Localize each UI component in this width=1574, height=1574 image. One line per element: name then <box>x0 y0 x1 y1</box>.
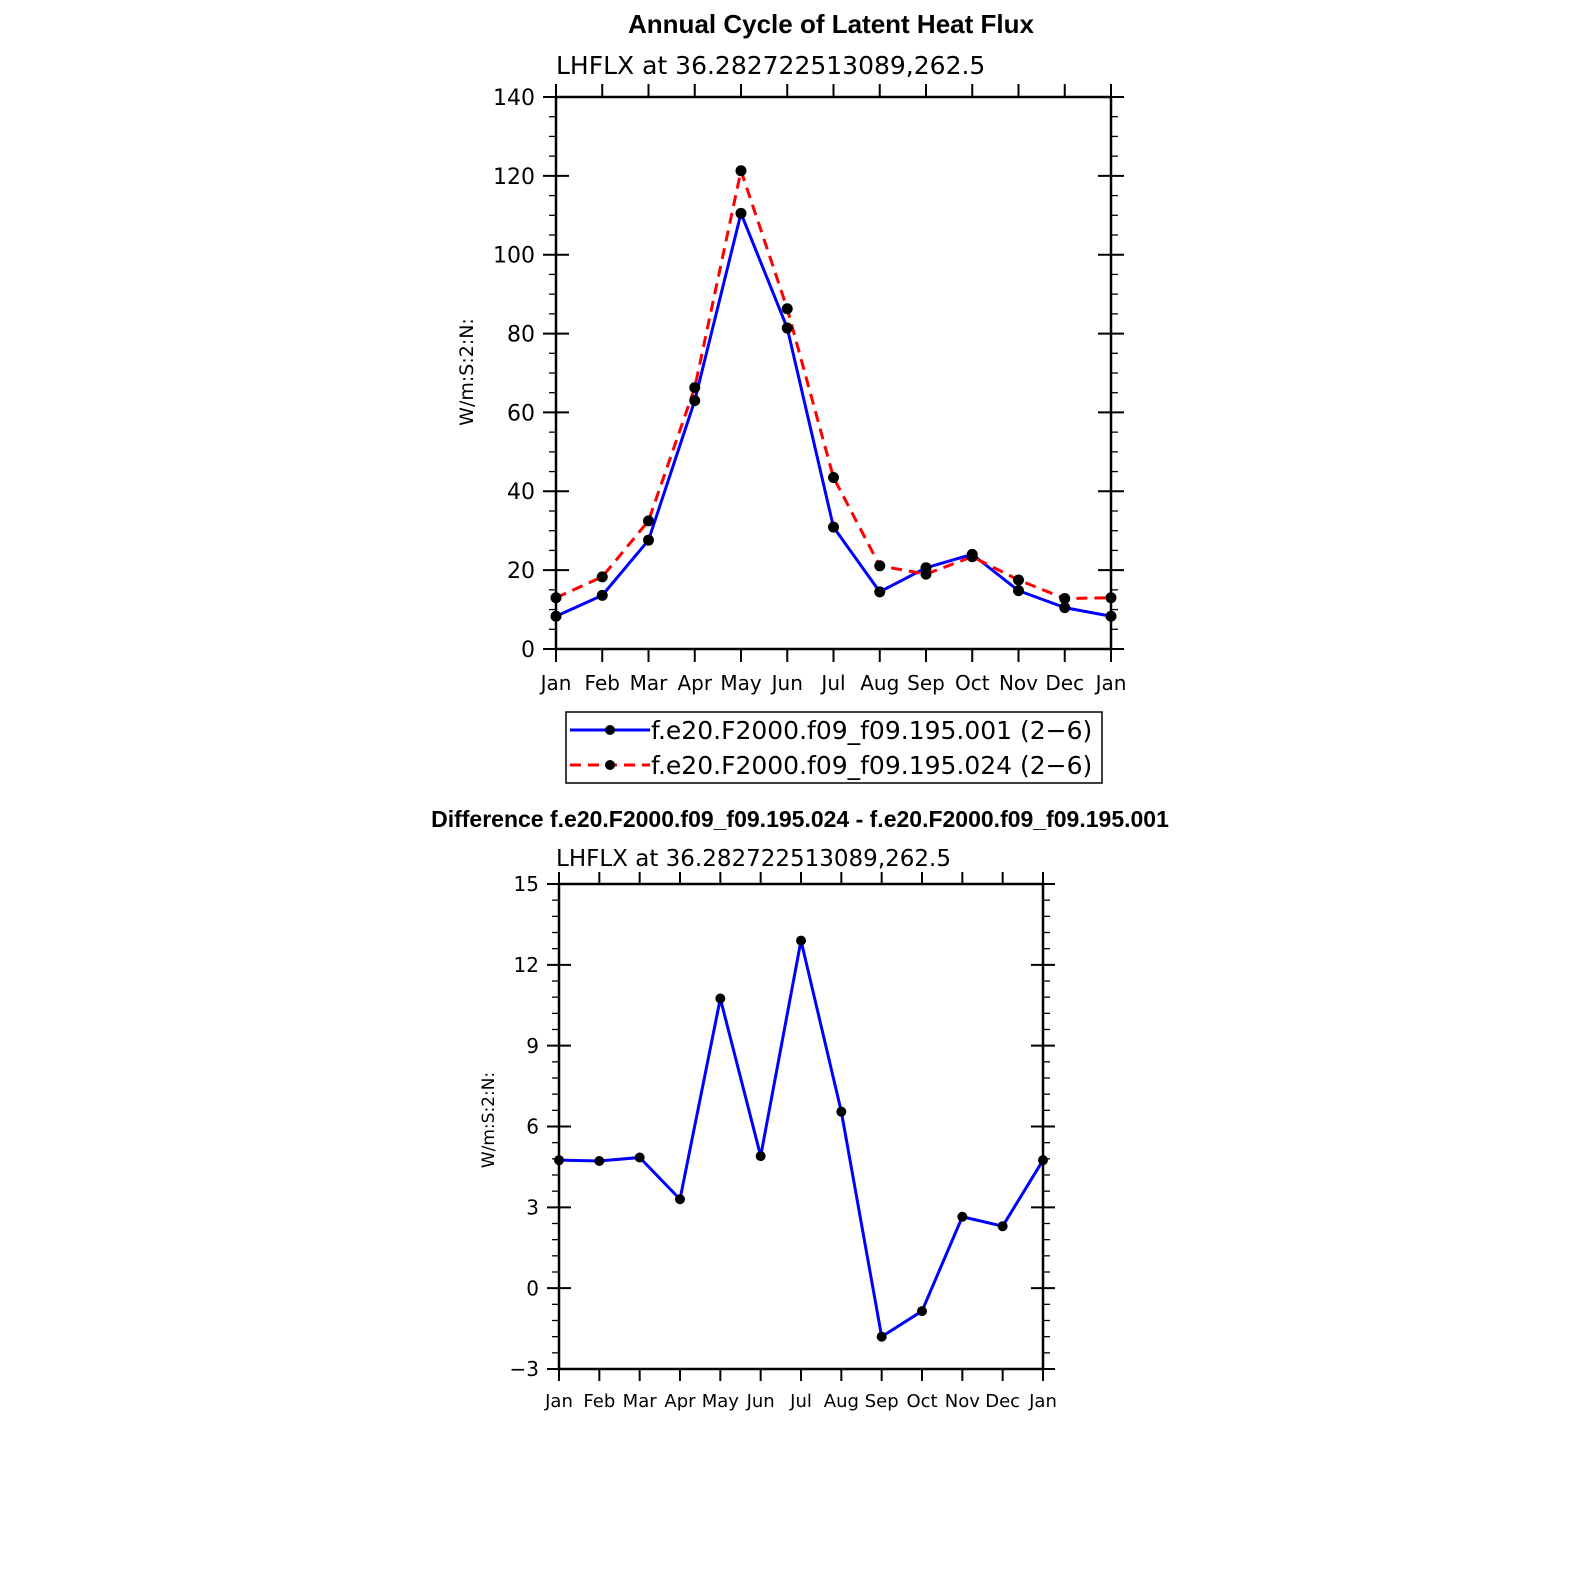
chart2-ytick-label: 6 <box>526 1115 539 1139</box>
chart2-ytick-label: 12 <box>514 953 539 977</box>
chart2-ytick-label: 0 <box>526 1276 539 1300</box>
chart1-point-s2-8 <box>920 568 932 580</box>
chart1-series-line-2 <box>555 169 1112 601</box>
chart2-point-s1-0 <box>554 1155 564 1166</box>
legend-box <box>565 711 1103 784</box>
chart1-xtick-label: Dec <box>1045 671 1084 695</box>
chart1-ytick-label: 40 <box>507 480 535 505</box>
chart1-plot: 0 20 40 60 80 100 120 140 Jan Feb Mar Apr May Jun Jul A… <box>493 84 1126 695</box>
chart1-point-s1-10 <box>1013 585 1024 597</box>
chart1-ytick-label: 140 <box>493 86 535 111</box>
chart1-point-s1-2 <box>643 534 654 546</box>
chart1-point-s2-7 <box>874 560 886 572</box>
chart1-point-s2-6 <box>828 471 839 483</box>
chart2-xtick-label: Oct <box>906 1391 937 1412</box>
chart1-point-s1-1 <box>596 589 608 601</box>
chart1-point-s1-4 <box>735 207 747 219</box>
chart2-xtick-label: Dec <box>985 1391 1020 1412</box>
chart2-xtick-label: Jan <box>1028 1391 1057 1412</box>
chart1-ytick-label: 0 <box>521 638 535 663</box>
chart2-ytick-label: 15 <box>514 872 539 896</box>
chart1-point-s2-2 <box>643 515 654 527</box>
chart2-plot: −3 0 3 6 9 12 15 Jan Feb Mar Apr May Jun Jul Aug Sep Oct… <box>510 872 1057 1412</box>
chart2-point-s1-2 <box>634 1152 645 1163</box>
chart1-title: Annual Cycle of Latent Heat Flux <box>628 9 1034 39</box>
chart1-point-s2-5 <box>781 303 793 315</box>
chart2-xtick-label: Jun <box>746 1391 775 1412</box>
chart2-point-s1-5 <box>755 1151 766 1162</box>
chart1-xtick-label: Nov <box>999 671 1038 695</box>
chart1-xtick-label: Feb <box>585 671 620 695</box>
chart2-point-s1-11 <box>997 1221 1008 1232</box>
chart2-point-s1-10 <box>957 1211 968 1222</box>
chart1-ytick-label: 60 <box>507 401 535 426</box>
legend-marker-series2 <box>605 760 615 770</box>
chart2-xtick-label: Aug <box>824 1391 859 1412</box>
chart2-ytick-label: 3 <box>526 1196 539 1220</box>
chart1-xtick-label: Jan <box>1094 671 1127 695</box>
chart1-xtick-label: Aug <box>860 671 899 695</box>
chart1-xtick-label: May <box>720 671 762 695</box>
chart2-ytick-label: 9 <box>526 1034 539 1058</box>
chart2-xtick-label: Sep <box>865 1391 899 1412</box>
chart1-ytick-label: 80 <box>507 322 535 347</box>
chart2-xtick-label: Feb <box>583 1391 615 1412</box>
chart2-subtitle: LHFLX at 36.282722513089,262.5 <box>556 846 951 872</box>
chart1-ytick-label: 120 <box>493 165 535 190</box>
chart2-point-s1-9 <box>917 1306 927 1317</box>
chart1-legend: f.e20.F2000.f09_f09.195.001 (2−6) f.e20.… <box>565 711 1103 784</box>
chart2-title: Difference f.e20.F2000.f09_f09.195.024 -… <box>431 806 1169 832</box>
chart1-ytick-label: 20 <box>507 559 535 584</box>
chart1-point-s2-1 <box>596 571 608 583</box>
legend-marker-series1 <box>605 725 615 735</box>
chart2-point-s1-4 <box>715 993 726 1004</box>
chart2-point-s1-1 <box>594 1155 605 1166</box>
chart1-xtick-label: Jun <box>770 671 803 695</box>
chart2-xtick-label: Apr <box>664 1391 696 1412</box>
chart2-ytick-label: −3 <box>510 1357 539 1381</box>
chart2-point-s1-12 <box>1038 1155 1048 1166</box>
chart2-point-s1-7 <box>836 1106 847 1117</box>
chart1-point-s2-3 <box>689 382 701 394</box>
chart2-point-s1-6 <box>796 935 806 946</box>
chart1-point-s1-0 <box>550 610 562 622</box>
chart2-point-s1-8 <box>876 1331 887 1342</box>
chart1-xtick-label: Mar <box>630 671 669 695</box>
chart2-point-s1-3 <box>675 1194 685 1205</box>
chart1-point-s1-11 <box>1059 602 1071 614</box>
chart1-xtick-label: Jan <box>539 671 572 695</box>
chart1-xtick-label: Sep <box>907 671 945 695</box>
chart1-xtick-label: Apr <box>677 671 712 695</box>
chart1-ylabel: W/m:S:2:N: <box>456 318 478 426</box>
chart2-xtick-label: Jan <box>544 1391 573 1412</box>
chart2-xtick-label: May <box>702 1391 740 1412</box>
chart1-point-s1-12 <box>1105 610 1117 622</box>
chart2-xtick-label: Mar <box>623 1391 658 1412</box>
chart1-point-s1-3 <box>689 395 701 407</box>
chart2-series-line-1 <box>558 939 1045 1339</box>
chart1-point-s2-9 <box>966 551 978 563</box>
chart1-point-s1-5 <box>781 322 793 334</box>
chart1-point-s2-4 <box>735 165 747 177</box>
chart1-point-s2-0 <box>550 592 562 604</box>
chart1-xtick-label: Oct <box>955 671 990 695</box>
chart1-point-s1-7 <box>874 586 886 598</box>
legend-label-series1: f.e20.F2000.f09_f09.195.001 (2−6) <box>651 716 1092 745</box>
chart1-xtick-label: Jul <box>819 671 845 695</box>
chart1-point-s2-10 <box>1013 574 1024 586</box>
chart1-point-s1-6 <box>828 521 839 533</box>
chart2-frame <box>557 882 1045 1371</box>
chart1-series-line-1 <box>555 211 1112 618</box>
chart1-subtitle: LHFLX at 36.282722513089,262.5 <box>556 51 985 80</box>
chart2-ylabel: W/m:S:2:N: <box>479 1072 499 1168</box>
chart1-frame <box>554 95 1113 651</box>
chart2-xtick-label: Jul <box>789 1391 812 1412</box>
chart2-xtick-label: Nov <box>945 1391 980 1412</box>
legend-label-series2: f.e20.F2000.f09_f09.195.024 (2−6) <box>651 751 1092 780</box>
chart1-point-s2-11 <box>1059 593 1071 605</box>
chart1-point-s2-12 <box>1105 592 1117 604</box>
chart1-ytick-label: 100 <box>493 244 535 269</box>
